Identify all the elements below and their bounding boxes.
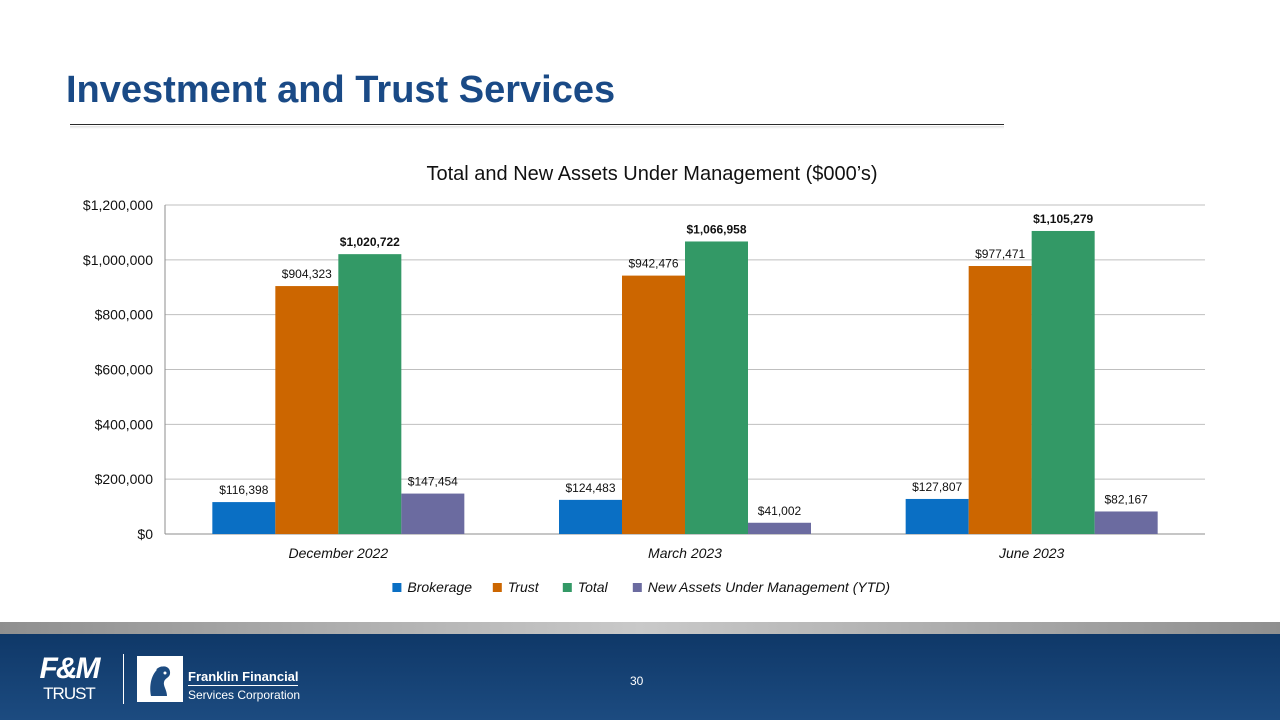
bar-data-label: $124,483 — [565, 481, 615, 495]
y-tick-label: $800,000 — [95, 307, 154, 323]
company-name-line2: Services Corporation — [188, 688, 301, 702]
assets-bar-chart: Total and New Assets Under Management ($… — [83, 163, 1205, 595]
x-category-label: June 2023 — [998, 545, 1065, 561]
company-name-line1: Franklin Financial — [188, 669, 299, 684]
title-divider-shadow — [70, 126, 1004, 129]
chart-title: Total and New Assets Under Management ($… — [427, 163, 878, 185]
bar-data-label: $1,066,958 — [686, 222, 746, 236]
legend-label: Brokerage — [407, 579, 472, 595]
page-number: 30 — [630, 674, 644, 688]
bar-data-label: $147,454 — [408, 475, 458, 489]
bar-total — [338, 254, 402, 535]
y-tick-label: $600,000 — [95, 362, 154, 378]
legend-swatch — [492, 583, 502, 592]
bar-data-label: $1,020,722 — [340, 235, 400, 249]
y-tick-label: $1,200,000 — [83, 197, 153, 213]
company-name-rule — [188, 685, 298, 686]
bar-new-assets-under-management-ytd — [1094, 511, 1158, 534]
bar-new-assets-under-management-ytd — [401, 493, 465, 534]
legend-label: Trust — [508, 579, 540, 595]
franklin-seal-icon — [137, 656, 183, 702]
bar-total — [1031, 230, 1095, 534]
trust-logo-text: TRUST — [43, 684, 96, 703]
legend-swatch — [632, 583, 642, 592]
legend-swatch — [562, 583, 572, 592]
bar-trust — [968, 266, 1032, 534]
legend-swatch — [392, 583, 402, 592]
logo-divider — [123, 654, 124, 704]
bar-data-label: $1,105,279 — [1033, 212, 1093, 226]
bar-brokerage — [559, 499, 622, 534]
bar-data-label: $942,476 — [628, 257, 678, 271]
bar-total — [685, 241, 748, 534]
bar-brokerage — [905, 498, 969, 534]
y-tick-label: $0 — [137, 526, 153, 542]
bar-brokerage — [212, 502, 276, 534]
fm-logo-text: F&M — [39, 652, 101, 685]
bar-new-assets-under-management-ytd — [748, 522, 811, 534]
bar-data-label: $116,398 — [219, 483, 268, 497]
bar-data-label: $904,323 — [282, 267, 332, 281]
bar-trust — [622, 275, 685, 534]
legend-label: Total — [578, 579, 609, 595]
bar-data-label: $977,471 — [975, 247, 1025, 261]
slide-title: Investment and Trust Services — [66, 69, 616, 111]
y-tick-label: $400,000 — [95, 416, 154, 432]
y-tick-label: $200,000 — [95, 471, 154, 487]
bar-data-label: $41,002 — [758, 504, 802, 518]
bar-trust — [275, 286, 339, 534]
y-tick-label: $1,000,000 — [83, 252, 153, 268]
title-divider — [70, 124, 1004, 125]
x-category-label: December 2022 — [289, 545, 389, 561]
x-category-label: March 2023 — [648, 545, 722, 561]
bar-data-label: $82,167 — [1104, 492, 1148, 506]
bar-data-label: $127,807 — [912, 480, 962, 494]
legend-label: New Assets Under Management (YTD) — [648, 579, 890, 595]
footer-gray-band — [0, 622, 1280, 634]
footer-bar: F&M TRUST Franklin Financial Services Co… — [0, 634, 1280, 720]
fm-trust-logo: F&M TRUST — [26, 652, 112, 704]
